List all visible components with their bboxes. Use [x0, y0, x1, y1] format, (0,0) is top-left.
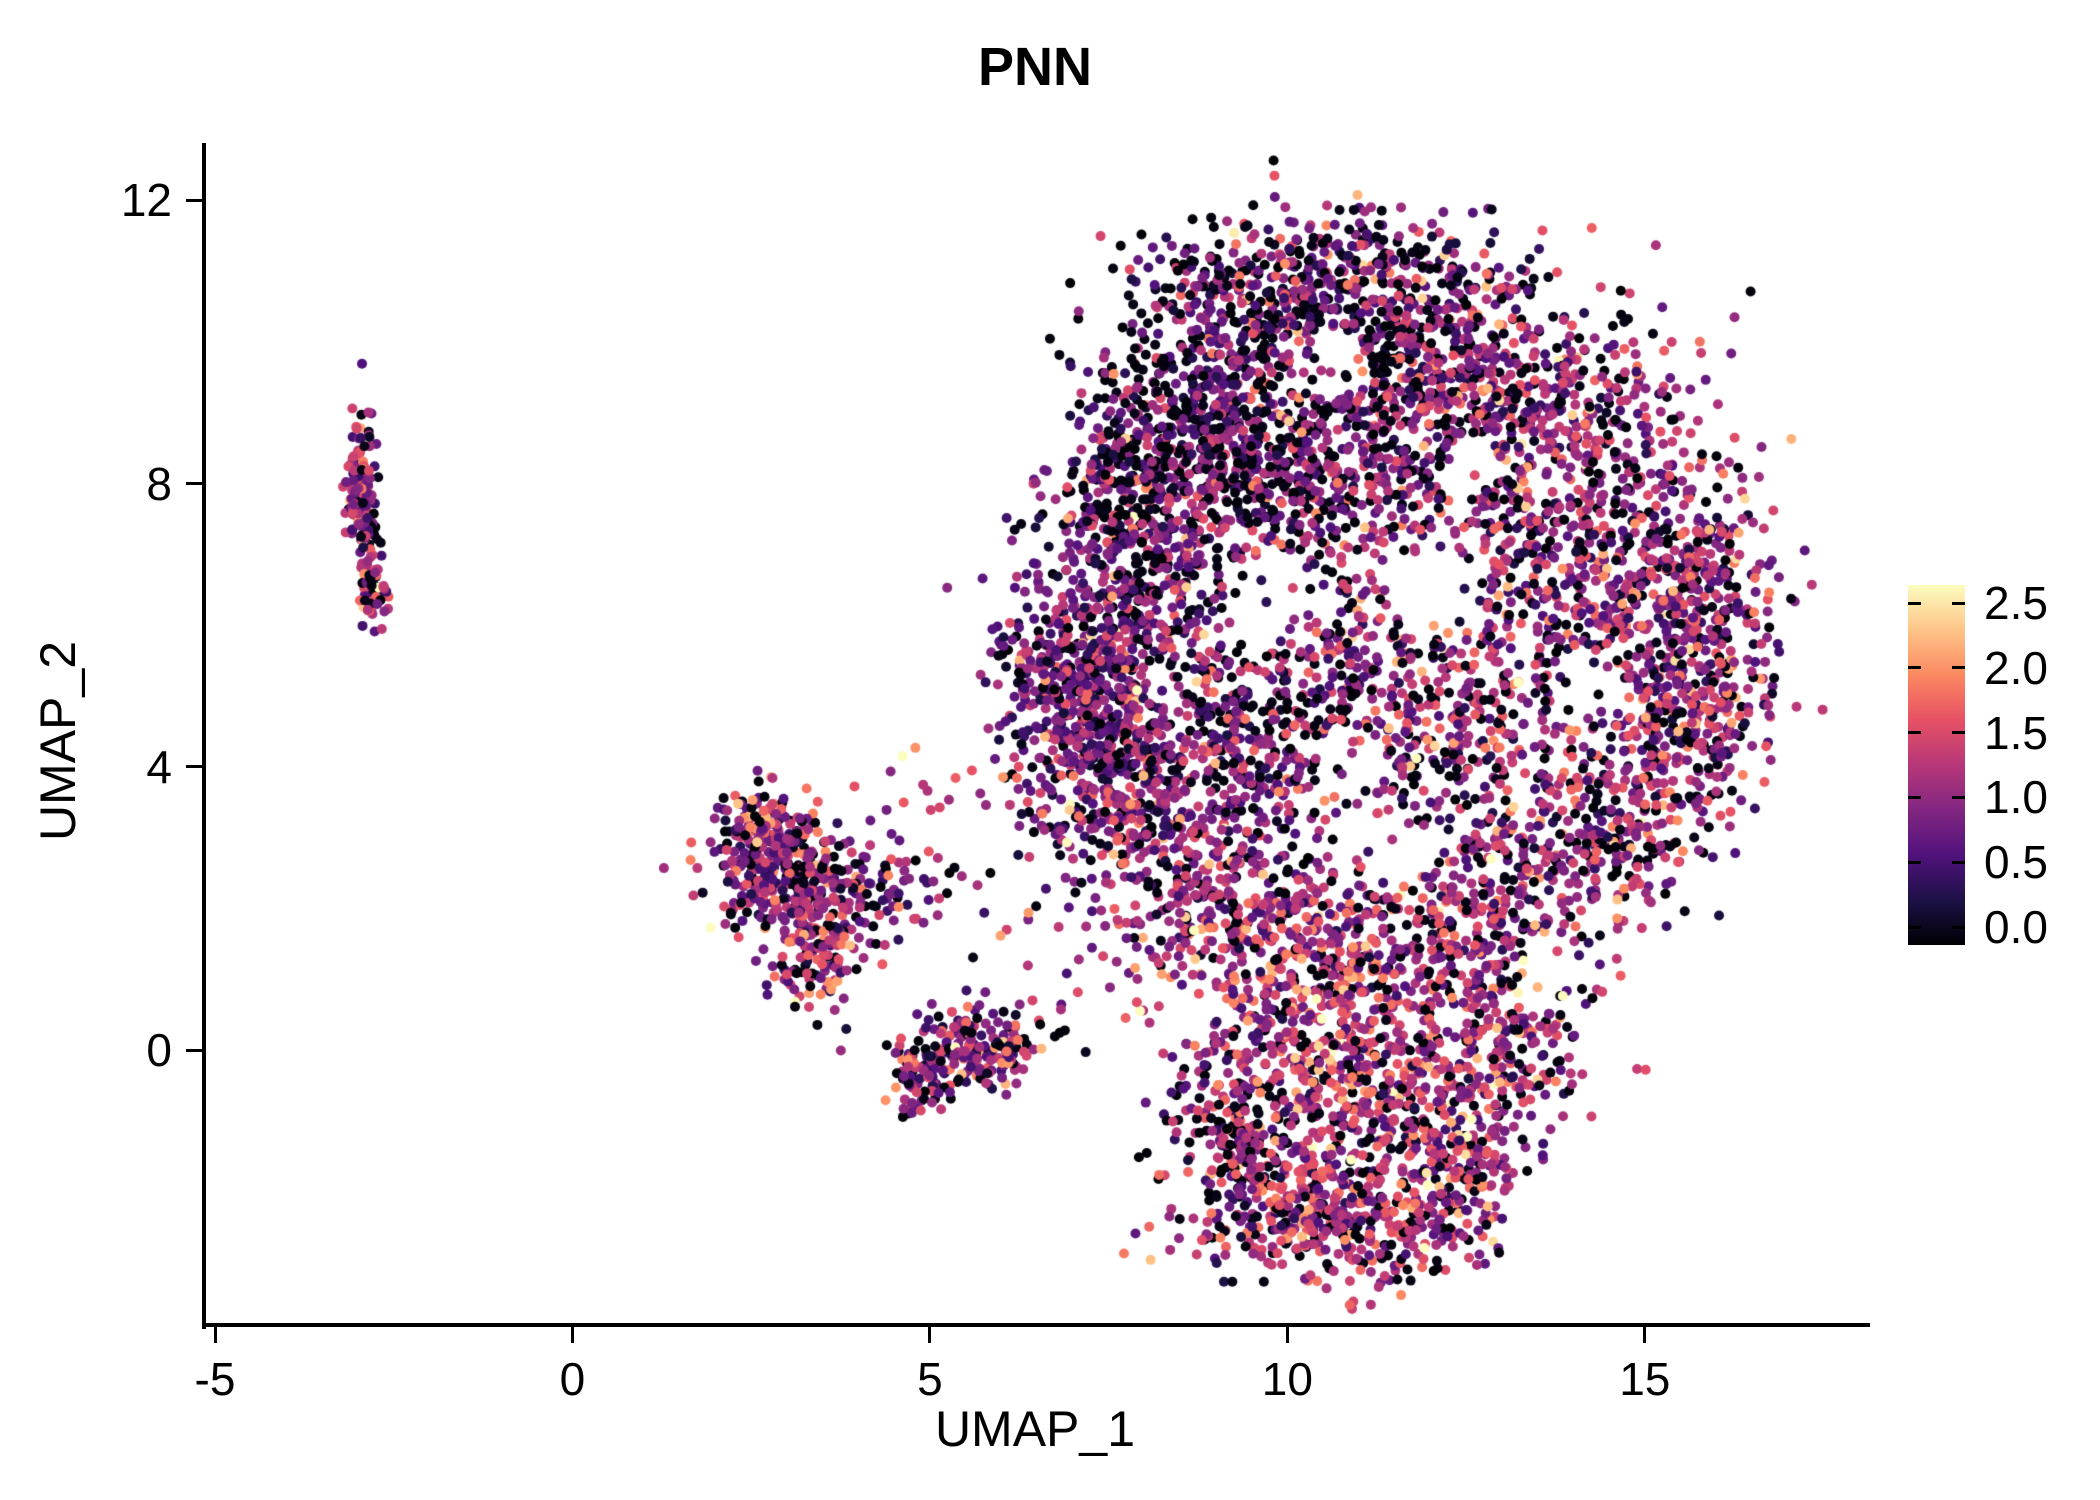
colorbar-tick-mark: [1952, 925, 1965, 929]
colorbar-tick-mark: [1952, 666, 1965, 670]
colorbar-tick-mark: [1952, 601, 1965, 605]
colorbar-tick-label: 2.0: [1984, 641, 2048, 694]
x-axis-title: UMAP_1: [934, 1401, 1136, 1457]
x-tick-mark: [1643, 1327, 1647, 1343]
colorbar-tick-label: 0.5: [1984, 836, 2048, 889]
colorbar-tick-mark: [1908, 860, 1921, 864]
y-tick-mark: [186, 1048, 202, 1052]
y-tick-label: 0: [146, 1024, 172, 1077]
colorbar-tick-label: 1.0: [1984, 771, 2048, 824]
colorbar-tick-mark: [1952, 731, 1965, 735]
colorbar-tick-mark: [1952, 795, 1965, 799]
colorbar-gradient: [1908, 585, 1965, 945]
colorbar-tick-label: 2.5: [1984, 577, 2048, 629]
colorbar-tick-mark: [1908, 601, 1921, 605]
plot-title: PNN: [977, 37, 1092, 97]
colorbar-tick-mark: [1908, 925, 1921, 929]
colorbar-tick-mark: [1908, 666, 1921, 670]
x-tick-label: 5: [917, 1353, 943, 1405]
y-axis-line: [202, 143, 206, 1329]
y-tick-label: 4: [146, 740, 172, 793]
x-tick-mark: [1285, 1327, 1289, 1343]
x-tick-mark: [213, 1327, 217, 1343]
colorbar-tick-mark: [1908, 795, 1921, 799]
y-tick-label: 8: [146, 457, 172, 510]
x-tick-label: 0: [559, 1353, 586, 1405]
colorbar-tick-mark: [1952, 860, 1965, 864]
colorbar-tick-label: 0.0: [1984, 901, 2048, 953]
x-axis-line: [202, 1323, 1870, 1327]
y-tick-mark: [186, 198, 202, 202]
x-tick-label: 10: [1261, 1353, 1313, 1405]
x-tick-mark: [570, 1327, 574, 1343]
y-axis-title: UMAP_2: [30, 640, 86, 842]
y-tick-label: 12: [120, 174, 172, 227]
colorbar-tick-mark: [1908, 731, 1921, 735]
x-tick-label: 15: [1619, 1353, 1671, 1405]
x-tick-label: -5: [194, 1353, 236, 1405]
y-tick-mark: [186, 765, 202, 769]
y-tick-mark: [186, 482, 202, 486]
x-tick-mark: [928, 1327, 932, 1343]
colorbar-tick-label: 1.5: [1984, 706, 2048, 759]
